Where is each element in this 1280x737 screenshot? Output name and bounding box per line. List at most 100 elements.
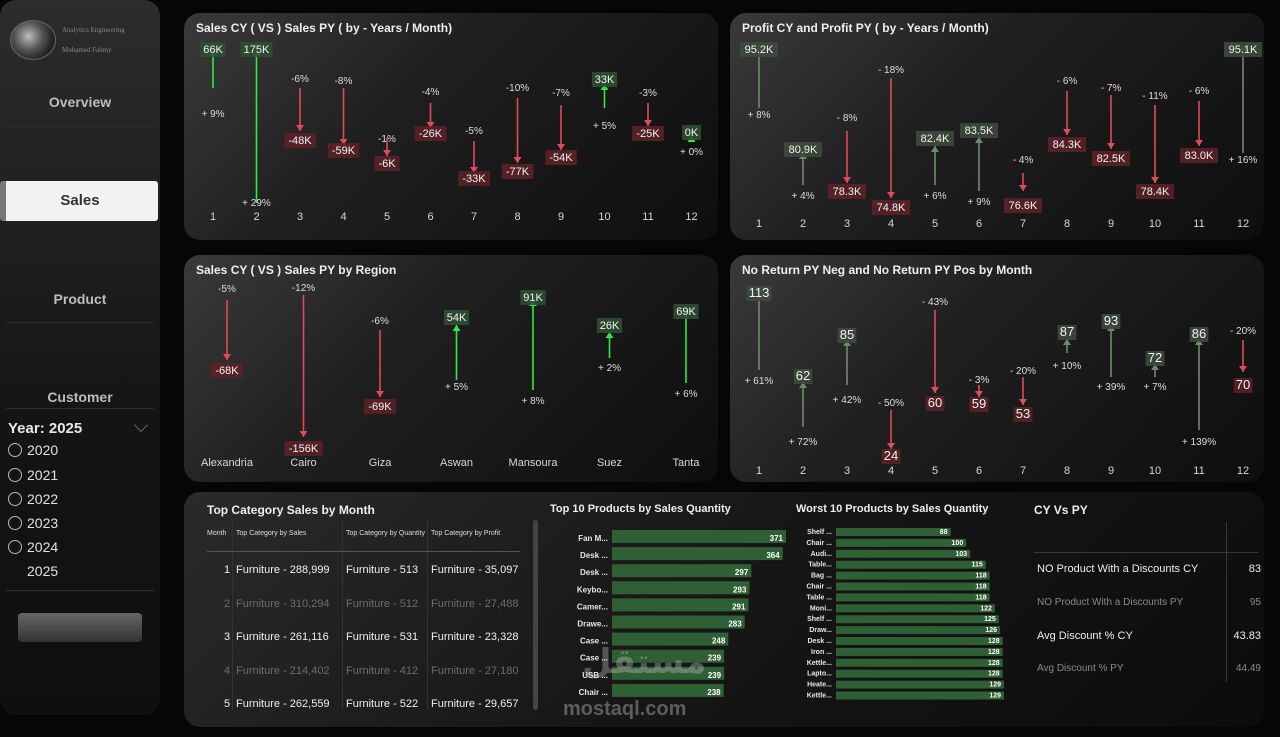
table-header[interactable]: Top Category by Sales [236,530,307,537]
value-label: 24 [884,448,898,463]
bar [836,549,971,558]
nav-customer[interactable]: Customer [47,389,113,405]
radio-icon[interactable] [8,492,22,506]
year-option-2025[interactable]: 2025 [27,563,58,579]
year-option-2023[interactable]: 2023 [8,515,58,531]
radio-icon[interactable] [8,540,22,554]
bar-category-label: Case ... [580,637,608,646]
category-label: Aswan [440,457,473,469]
kpi-value: 83 [1248,563,1261,575]
arrow-head [452,325,461,331]
value-label: 82.5K [1097,153,1126,165]
value-label: 0K [685,127,699,139]
bar-value-label: 128 [988,638,1000,645]
value-label-bg [443,310,470,325]
table-scrollbar[interactable] [533,520,538,710]
sales-region-title: Sales CY ( VS ) Sales PY by Region [196,263,397,277]
pct-label: - 6% [1057,76,1078,87]
value-label: -77K [506,166,530,178]
value-label: 70 [1236,377,1250,392]
pct-label: + 0% [680,147,703,158]
bar-value-label: 371 [770,534,784,543]
table-cell: Furniture - 522 [346,698,419,710]
value-label: 62 [796,368,810,383]
bar [836,680,1004,689]
profit-month-panel: Profit CY and Profit PY ( by - Years / M… [730,13,1264,240]
category-label: 4 [340,211,346,223]
bar [836,647,1003,656]
sidebar: Analytics Engineering Mohamed Fahmy Over… [0,0,160,715]
arrow-head [376,391,384,397]
pct-label: + 9% [201,109,224,120]
returns-month-title: No Return PY Neg and No Return PY Pos by… [742,263,1033,277]
category-label: 10 [1149,218,1161,230]
pct-label: -10% [506,83,529,94]
table-cell: 3 [224,631,231,643]
category-label: 5 [932,465,938,477]
year-label: 2023 [27,515,59,531]
value-label-bg [1013,407,1033,422]
value-label: 113 [749,285,770,300]
radio-icon[interactable] [8,443,22,457]
category-label: 10 [598,211,610,223]
arrow-head [931,387,939,393]
category-label: 5 [932,218,938,230]
profit-month-title: Profit CY and Profit PY ( by - Years / M… [742,21,989,35]
nav-product[interactable]: Product [53,291,107,307]
chevron-down-icon[interactable] [133,417,149,433]
value-label: -6K [378,158,396,170]
pct-label: - 50% [878,398,904,409]
radio-icon[interactable] [8,516,22,530]
year-option-2024[interactable]: 2024 [8,539,58,555]
pct-label: -8% [335,76,353,87]
table-header[interactable]: Month [207,530,227,537]
category-label: 1 [210,211,216,223]
value-label: 26K [600,320,620,332]
bar-category-label: Chair ... [579,688,608,697]
pct-label: + 2% [598,363,621,374]
arrow-head [644,120,652,126]
bar-category-label: Chair ... [806,540,832,547]
top10-chart: Fan M... 371 Desk ... 364 Desk ... 297 Keybo..… [577,530,786,697]
value-label: -33K [462,173,486,185]
kpi-value: 43.83 [1233,630,1261,642]
bar [836,691,1004,700]
category-label: Alexandria [201,457,254,469]
bar-category-label: Fan M... [578,534,608,543]
bar-category-label: Table... [808,562,832,569]
year-option-2020[interactable]: 2020 [8,442,58,458]
bar-value-label: 122 [980,605,992,612]
nav-sales[interactable]: Sales [0,181,158,221]
pct-label: + 9% [967,197,990,208]
arrow-head [887,443,895,449]
watermark-url: mostaql.com [563,698,687,720]
radio-icon[interactable] [8,468,22,482]
arrow-head [1063,129,1071,135]
table-header[interactable]: Top Category by Quantity [346,530,425,537]
category-label: 1 [756,465,762,477]
value-label-bg [969,397,989,412]
sales-region-panel: Sales CY ( VS ) Sales PY by Region -68K -… [184,255,718,482]
bar [836,571,990,580]
value-label: 59 [972,396,986,411]
pct-label: + 8% [747,110,770,121]
table-header[interactable]: Top Category by Profit [431,530,501,537]
clear-filter-button[interactable] [18,613,142,642]
value-label-bg [374,156,400,171]
arrow-head [383,150,391,156]
year-option-2021[interactable]: 2021 [8,467,58,483]
arrow-head [1107,143,1115,149]
value-label: 78.4K [1141,186,1170,198]
kpi-label: NO Product With a Discounts PY [1037,597,1184,608]
logo-icon [10,20,56,60]
bar-category-label: Desk ... [807,638,832,645]
value-label: 84.3K [1053,139,1082,151]
value-label-bg [211,363,243,378]
logo-line-1: Analytics Engineering [62,26,125,34]
arrow-head [223,354,231,360]
value-label-bg [200,42,226,57]
value-label-bg [746,286,772,301]
value-label-bg [1057,325,1077,340]
year-option-2022[interactable]: 2022 [8,491,58,507]
nav-overview[interactable]: Overview [48,94,112,110]
